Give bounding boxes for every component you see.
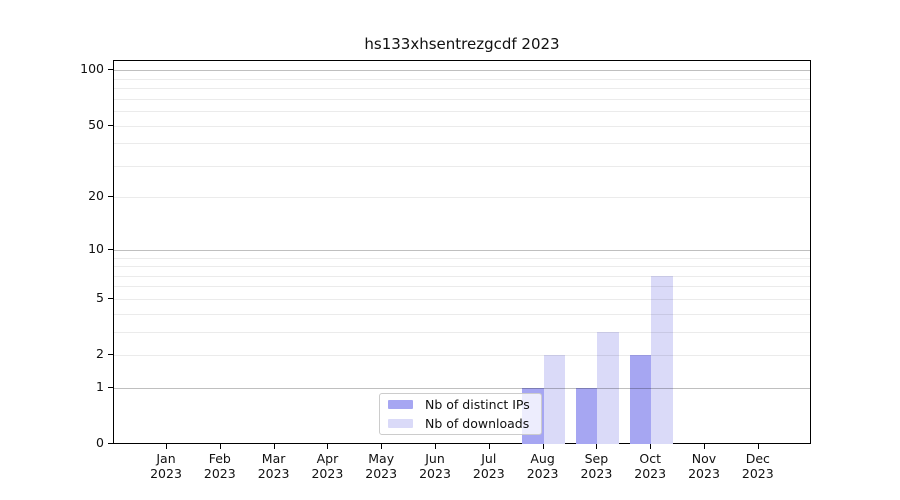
- x-tick-mark: [435, 444, 436, 449]
- x-tick-year: 2023: [688, 465, 720, 481]
- legend-row-distinct-ips: Nb of distinct IPs: [380, 397, 541, 412]
- x-tick-month: Jul: [481, 451, 497, 466]
- x-tick-mark: [488, 444, 490, 449]
- x-tick-year: 2023: [634, 465, 667, 481]
- gridline-minor: [114, 111, 810, 112]
- x-tick-month: Dec: [745, 451, 770, 466]
- x-tick-label: Jan 2023: [138, 451, 194, 481]
- y-tick-mark: [108, 297, 113, 299]
- x-tick-year: 2023: [526, 465, 559, 481]
- x-tick-label: Nov 2023: [676, 451, 732, 481]
- x-tick-mark: [273, 444, 275, 449]
- y-tick-label: 2: [96, 346, 104, 361]
- x-tick-label: Jun 2023: [407, 451, 463, 481]
- x-tick-year: 2023: [741, 465, 774, 481]
- bar-downloads-oct: [651, 275, 673, 444]
- legend-label: Nb of downloads: [425, 415, 530, 431]
- x-tick-month: Oct: [639, 451, 661, 466]
- x-tick-month: Nov: [691, 451, 717, 466]
- gridline-minor: [114, 165, 810, 167]
- x-tick-mark: [327, 444, 329, 449]
- x-tick-label: Dec 2023: [730, 451, 786, 481]
- bar-distinct-ips-sep: [575, 387, 598, 444]
- gridline-minor: [114, 275, 810, 277]
- chart-title: hs133xhsentrezgcdf 2023: [364, 35, 560, 53]
- x-tick-month: Apr: [316, 451, 339, 466]
- plot-area: [113, 60, 811, 444]
- y-tick-label: 50: [88, 116, 104, 132]
- x-tick-label: Sep 2023: [568, 451, 624, 481]
- y-tick-label: 20: [88, 188, 104, 204]
- x-tick-label: Aug 2023: [515, 451, 571, 481]
- bar-downloads-sep: [597, 331, 619, 444]
- gridline-minor: [114, 286, 810, 288]
- x-tick-month: Aug: [530, 451, 555, 466]
- y-tick-mark: [108, 69, 113, 71]
- y-tick-mark: [108, 196, 113, 198]
- x-tick-month: Sep: [584, 451, 609, 466]
- x-tick-year: 2023: [311, 465, 344, 481]
- gridline-major: [114, 70, 810, 72]
- x-tick-label: Feb 2023: [192, 451, 248, 481]
- x-tick-mark: [166, 444, 167, 449]
- legend-swatch: [388, 418, 413, 428]
- x-tick-year: 2023: [472, 465, 505, 481]
- gridline-minor: [114, 78, 810, 80]
- legend-swatch: [388, 400, 413, 410]
- y-tick-label: 100: [80, 61, 104, 77]
- gridline-minor: [114, 257, 810, 259]
- x-tick-month: May: [368, 451, 395, 466]
- y-tick-mark: [108, 386, 113, 388]
- y-tick-mark: [108, 124, 113, 126]
- gridline-minor: [114, 88, 810, 89]
- x-tick-year: 2023: [257, 465, 290, 481]
- gridline-major: [114, 387, 810, 389]
- gridline-minor: [114, 355, 810, 356]
- gridline-minor: [114, 298, 810, 300]
- y-tick-label: 0: [96, 435, 104, 450]
- legend-row-downloads: Nb of downloads: [380, 416, 541, 431]
- y-tick-mark: [108, 248, 113, 250]
- x-tick-label: Oct 2023: [622, 451, 678, 481]
- gridline-minor: [114, 143, 810, 145]
- x-tick-month: Jan: [156, 451, 176, 466]
- x-tick-label: Apr 2023: [299, 451, 355, 481]
- x-tick-year: 2023: [365, 465, 398, 481]
- x-tick-year: 2023: [203, 465, 236, 481]
- x-tick-mark: [650, 444, 652, 449]
- x-tick-year: 2023: [580, 465, 613, 481]
- x-tick-label: Mar 2023: [246, 451, 302, 481]
- gridline-minor: [114, 98, 810, 100]
- y-tick-label: 10: [88, 240, 104, 256]
- x-tick-mark: [757, 444, 759, 449]
- x-tick-month: Feb: [208, 451, 231, 466]
- bar-distinct-ips-oct: [629, 355, 652, 444]
- y-tick-label: 5: [96, 289, 104, 305]
- gridline-minor: [114, 266, 810, 267]
- x-tick-mark: [219, 444, 221, 449]
- x-tick-month: Jun: [425, 451, 445, 466]
- x-tick-mark: [381, 444, 383, 449]
- gridline-minor: [114, 313, 810, 315]
- x-tick-year: 2023: [150, 465, 182, 481]
- x-tick-mark: [596, 444, 598, 449]
- x-tick-label: Jul 2023: [461, 451, 517, 481]
- legend: Nb of distinct IPs Nb of downloads: [379, 393, 542, 435]
- gridline-minor: [114, 197, 810, 199]
- legend-label: Nb of distinct IPs: [425, 397, 530, 413]
- gridline-major: [114, 249, 810, 251]
- x-tick-month: Mar: [261, 451, 286, 466]
- gridline-minor: [114, 125, 810, 127]
- y-tick-label: 1: [96, 378, 104, 394]
- x-tick-label: May 2023: [353, 451, 409, 481]
- y-tick-mark: [108, 443, 113, 444]
- bar-downloads-aug: [543, 355, 566, 444]
- x-tick-year: 2023: [419, 465, 451, 481]
- y-tick-mark: [108, 354, 113, 355]
- x-tick-mark: [704, 444, 705, 449]
- x-tick-mark: [542, 444, 544, 449]
- gridline-minor: [114, 331, 810, 333]
